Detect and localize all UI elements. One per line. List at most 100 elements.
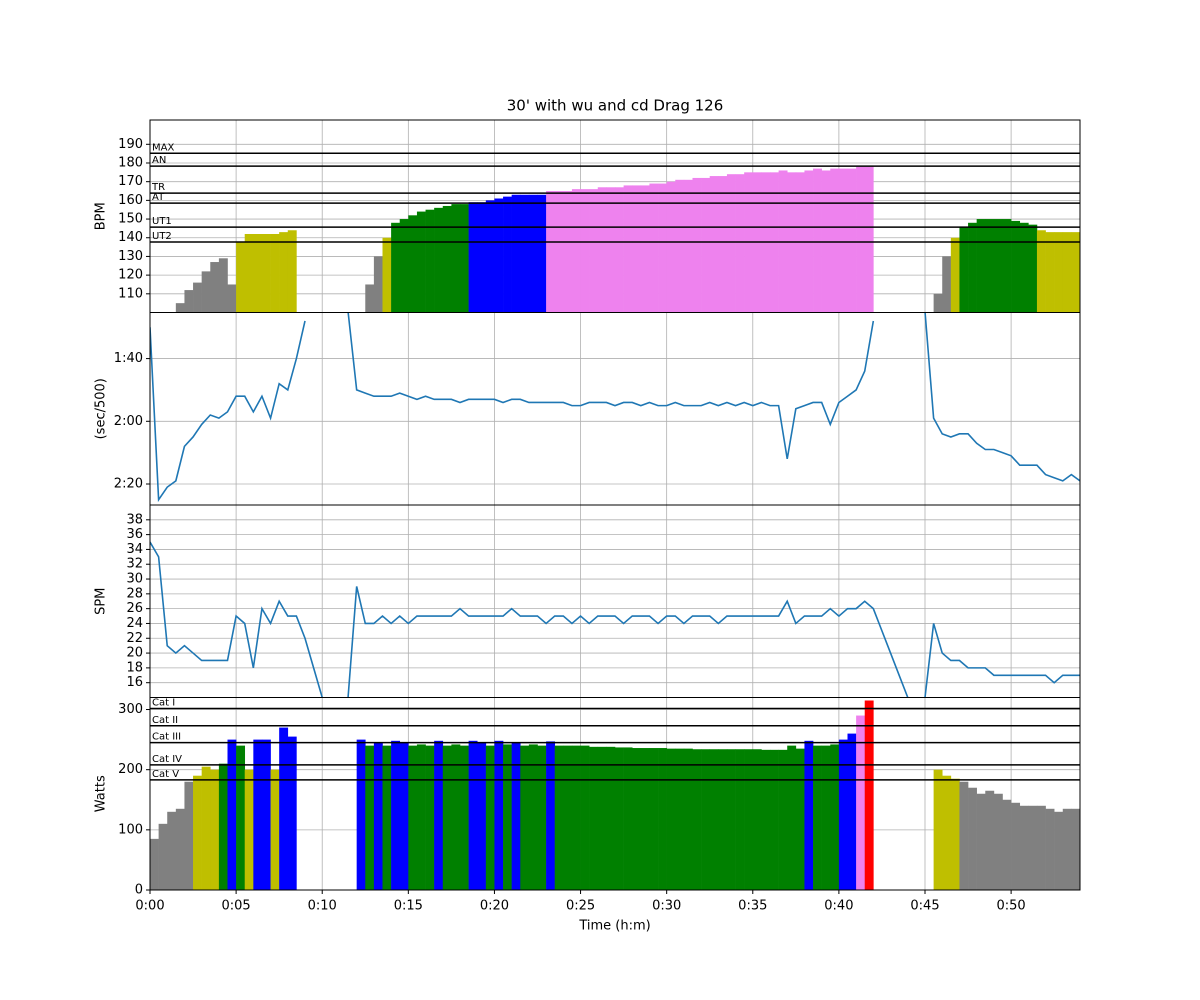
bar: [968, 222, 977, 313]
bar: [666, 748, 676, 890]
bar: [968, 787, 977, 890]
bar: [227, 739, 237, 890]
bar: [571, 745, 581, 890]
bar: [666, 181, 676, 313]
bar: [787, 745, 797, 890]
y-tick-label: 36: [126, 527, 143, 542]
bar: [821, 745, 831, 890]
bar: [511, 742, 521, 890]
bar: [701, 177, 711, 313]
bar: [442, 205, 452, 313]
x-tick-label: 0:40: [824, 899, 853, 914]
x-tick-label: 0:35: [738, 899, 767, 914]
bar: [434, 207, 444, 313]
bar: [270, 769, 280, 890]
y-tick-label: 100: [118, 822, 143, 837]
bar: [580, 189, 590, 313]
bar: [933, 769, 943, 890]
bar: [1045, 808, 1055, 890]
panel: [150, 312, 1080, 505]
bar: [193, 282, 202, 313]
bar: [554, 191, 564, 313]
bar: [193, 775, 202, 890]
y-tick-label: 30: [126, 572, 143, 587]
line: [347, 586, 909, 698]
panel: [150, 120, 1080, 313]
y-tick-label: 1:40: [114, 351, 143, 366]
y-axis-label: SPM: [94, 588, 109, 615]
bar: [434, 740, 444, 890]
bar: [425, 209, 435, 313]
zone-label: Cat III: [152, 732, 181, 743]
bar: [683, 179, 693, 313]
bar: [391, 222, 401, 313]
bar: [675, 748, 685, 890]
y-tick-label: 170: [118, 174, 143, 189]
line: [347, 312, 875, 460]
x-tick-label: 0:15: [394, 899, 423, 914]
bar: [528, 744, 538, 890]
y-tick-label: 38: [126, 512, 143, 527]
y-tick-label: 2:20: [114, 476, 143, 491]
bar: [1054, 232, 1064, 313]
bar: [1080, 812, 1089, 890]
bar: [546, 741, 556, 890]
bar: [640, 185, 650, 313]
bar: [770, 749, 779, 890]
bar: [356, 739, 366, 890]
bar: [503, 196, 512, 313]
panel-frame: [149, 697, 1081, 891]
bar: [408, 745, 418, 890]
bar: [830, 744, 840, 890]
bar: [1002, 799, 1012, 890]
bar: [778, 749, 788, 890]
bar: [804, 740, 814, 890]
bar: [184, 290, 194, 313]
bar: [1019, 805, 1029, 890]
bar: [571, 189, 581, 313]
bar: [726, 749, 736, 890]
bar: [477, 202, 487, 313]
panel-frame: [149, 504, 1081, 698]
zone-label: UT1: [152, 216, 172, 227]
x-axis-label: Time (h:m): [578, 919, 650, 934]
bar: [993, 793, 1003, 890]
x-tick-label: 0:30: [652, 899, 681, 914]
y-tick-label: 20: [126, 646, 143, 661]
zone-label: UT2: [152, 231, 172, 242]
bar: [287, 230, 297, 313]
bar: [554, 745, 564, 890]
bar: [261, 234, 271, 313]
bar: [416, 744, 426, 890]
bar: [761, 749, 771, 890]
y-tick-label: 200: [118, 762, 143, 777]
bar: [976, 793, 986, 890]
bar: [606, 187, 616, 313]
bar: [563, 191, 573, 313]
x-tick-label: 0:10: [308, 899, 337, 914]
bar: [382, 237, 392, 313]
bar: [408, 215, 418, 313]
bar: [537, 745, 547, 890]
line: [150, 320, 306, 503]
y-tick-label: 28: [126, 586, 143, 601]
bar: [399, 742, 409, 890]
y-tick-label: 140: [118, 230, 143, 245]
bar: [373, 742, 383, 890]
bar: [847, 168, 857, 313]
chart-title: 30' with wu and cd Drag 126: [507, 97, 723, 115]
bar: [838, 168, 848, 313]
x-tick-label: 0:20: [480, 899, 509, 914]
zone-label: MAX: [152, 142, 174, 153]
bar: [864, 166, 874, 313]
bar: [1011, 802, 1021, 890]
bar: [1045, 232, 1055, 313]
y-axis-label: BPM: [94, 202, 109, 230]
bar: [632, 185, 642, 313]
bar: [718, 176, 728, 313]
zone-label: Cat I: [152, 698, 175, 709]
bar: [227, 284, 237, 313]
bar: [675, 179, 685, 313]
panel-frame: [149, 312, 1081, 506]
